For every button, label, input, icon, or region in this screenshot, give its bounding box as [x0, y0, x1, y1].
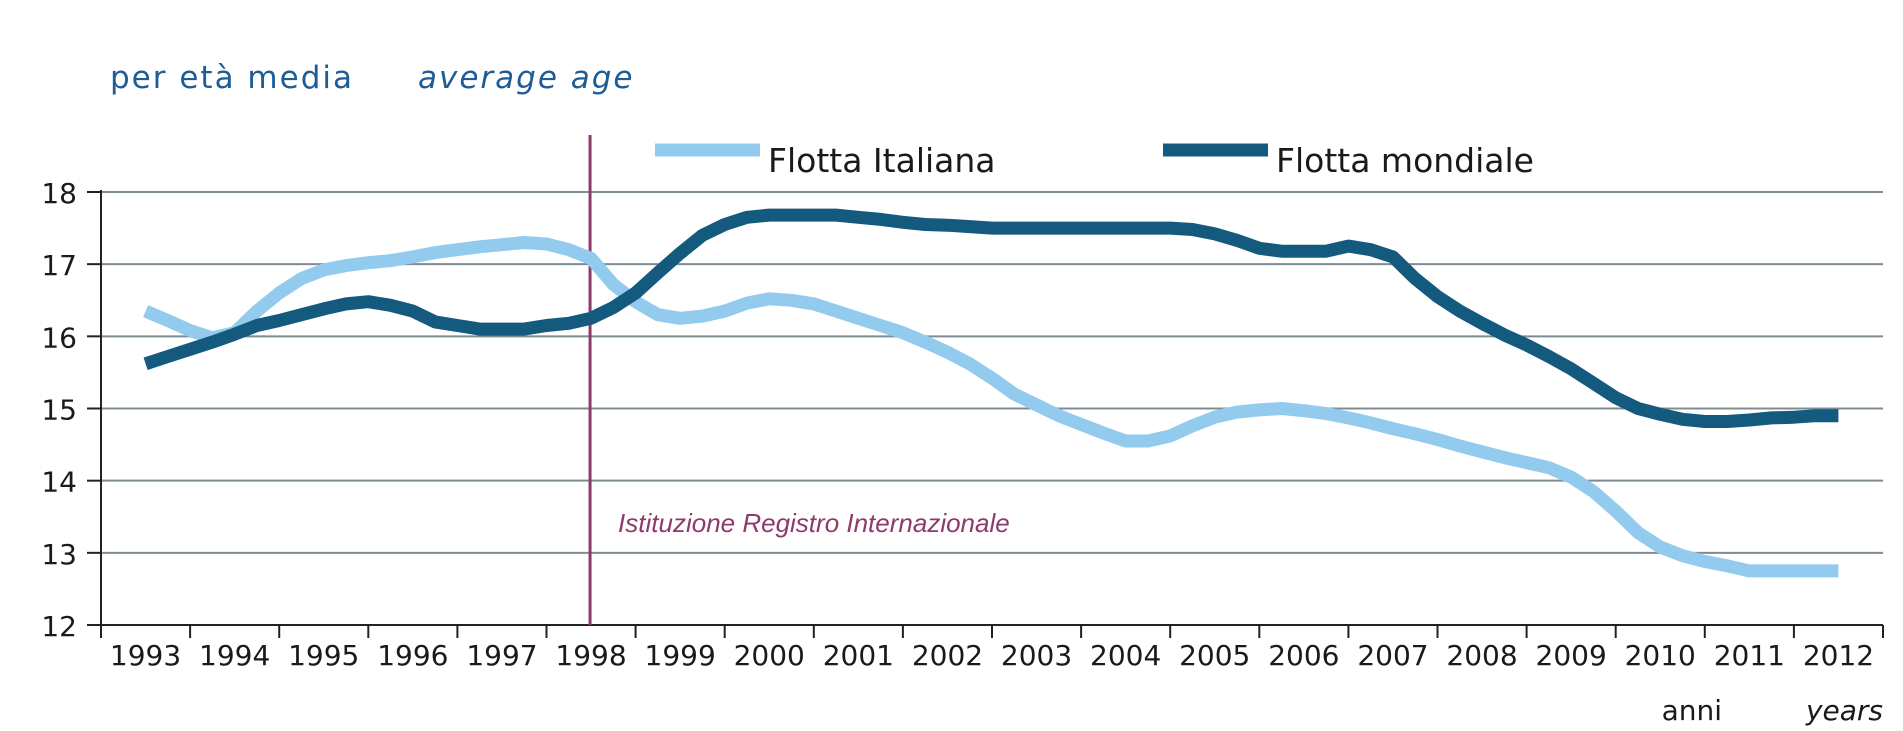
y-tick-label: 14	[41, 466, 77, 499]
legend-label: Flotta Italiana	[768, 141, 996, 180]
x-tick-label: 2012	[1803, 639, 1874, 672]
x-tick-label: 2003	[1001, 639, 1072, 672]
annotation-label: Istituzione Registro Internazionale	[618, 508, 1010, 538]
y-tick-label: 15	[41, 394, 77, 427]
y-tick-label: 17	[41, 249, 77, 282]
y-tick-label: 16	[41, 321, 77, 354]
x-tick-label: 2001	[823, 639, 894, 672]
x-tick-label: 2009	[1536, 639, 1607, 672]
series-line-flotta-italiana	[143, 236, 1839, 578]
y-axis: 12 13 14 15 16 17 18	[41, 177, 101, 643]
x-tick-label: 2000	[734, 639, 805, 672]
legend-label: Flotta mondiale	[1276, 141, 1534, 180]
y-tick-label: 13	[41, 538, 77, 571]
x-axis-label: anni	[1662, 694, 1722, 727]
x-tick-label: 1994	[199, 639, 270, 672]
x-tick-label: 1997	[466, 639, 537, 672]
y-axis-label-english: average age	[418, 60, 635, 96]
x-tick-label: 1996	[377, 639, 448, 672]
x-tick-label: 1999	[645, 639, 716, 672]
y-tick-label: 12	[41, 610, 77, 643]
x-tick-label: 2004	[1090, 639, 1161, 672]
x-tick-label: 2002	[912, 639, 983, 672]
x-tick-label: 2007	[1357, 639, 1428, 672]
x-tick-label: 1993	[110, 639, 181, 672]
legend: Flotta Italiana Flotta mondiale	[655, 141, 1534, 180]
x-axis-label-english: years	[1805, 694, 1883, 727]
series-group	[143, 208, 1839, 578]
x-axis: 1993 1994 1995 1996 1997 1998 1999 2000 2001 2002…	[100, 625, 1884, 672]
y-tick-label: 18	[41, 177, 77, 210]
x-tick-label: 2005	[1179, 639, 1250, 672]
x-tick-label: 1998	[555, 639, 626, 672]
x-tick-label: 1995	[288, 639, 359, 672]
x-tick-label: 2010	[1625, 639, 1696, 672]
x-tick-label: 2006	[1268, 639, 1339, 672]
y-axis-label: per età media	[110, 60, 354, 96]
series-line-flotta-mondiale	[143, 208, 1839, 428]
x-tick-label: 2008	[1446, 639, 1517, 672]
x-tick-label: 2011	[1714, 639, 1785, 672]
